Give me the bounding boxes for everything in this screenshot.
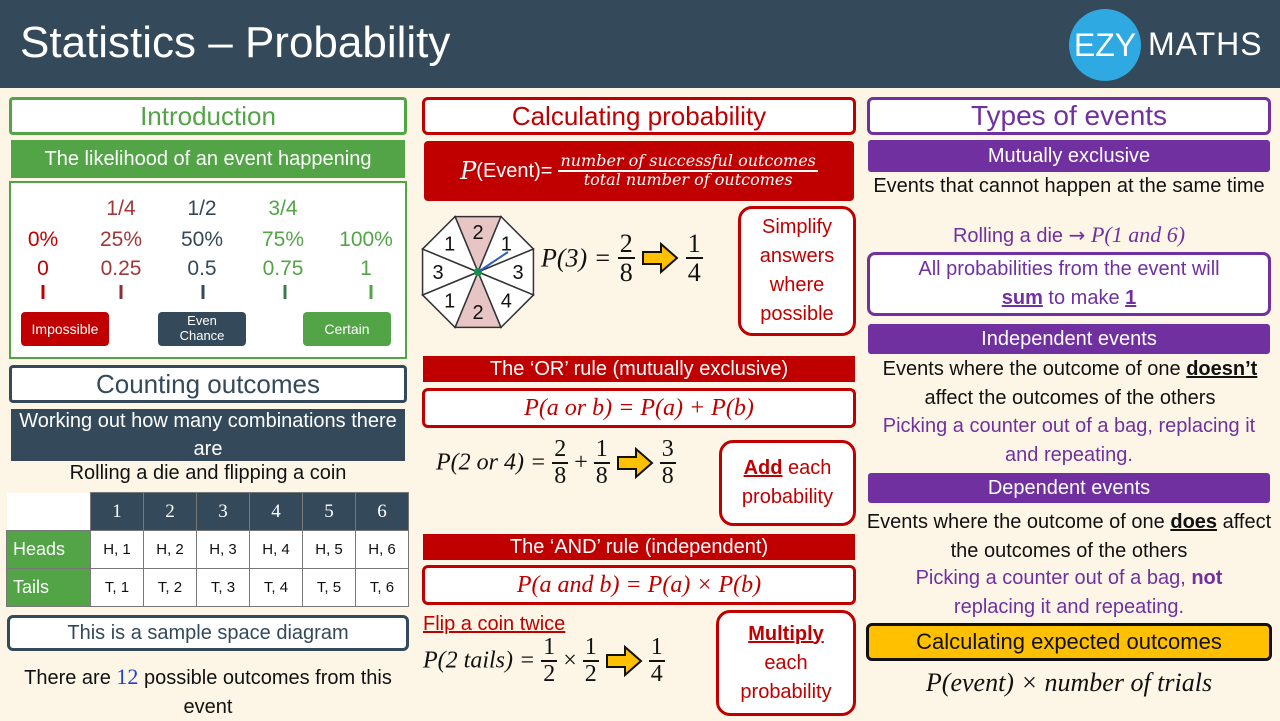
- and-rule-bar: The ‘AND’ rule (independent): [423, 534, 855, 560]
- sample-space-table: 1 2 3 4 5 6 Heads H, 1 H, 2 H, 3 H, 4 H,…: [6, 492, 409, 607]
- dependent-events-text: Events where the outcome of one does aff…: [866, 511, 1272, 562]
- or-rule-formula: P(a or b) = P(a) + P(b): [422, 388, 856, 428]
- table-corner: [6, 492, 91, 531]
- percent-25: 25%: [99, 228, 143, 251]
- spinner-number: 1: [501, 234, 512, 256]
- mutually-exclusive-example: Rolling a die → P(1 and 6): [952, 222, 1186, 247]
- spinner-number: 2: [472, 302, 483, 324]
- simplify-note: Simplify answers where possible: [738, 206, 856, 336]
- decimal-05: 0.5: [187, 257, 217, 280]
- arrow-icon: [605, 645, 643, 678]
- mutually-exclusive-bar: Mutually exclusive: [868, 140, 1270, 172]
- spinner-number: 1: [444, 234, 455, 256]
- percent-0: 0%: [27, 228, 59, 251]
- outcomes-count: 12: [116, 664, 139, 689]
- probability-number-line: [41, 285, 373, 299]
- table-cell: H, 5: [302, 530, 356, 569]
- arrow-icon: [642, 242, 679, 275]
- dependent-events-bar: Dependent events: [868, 473, 1270, 503]
- counting-outcomes-heading: Counting outcomes: [9, 365, 407, 403]
- spinner-pointer: [477, 251, 509, 273]
- certain-label: Certain: [303, 312, 391, 346]
- table-row: Tails T, 1 T, 2 T, 3 T, 4 T, 5 T, 6: [6, 568, 409, 607]
- table-col-header: 5: [302, 492, 356, 531]
- introduction-heading: Introduction: [9, 97, 407, 135]
- percent-50: 50%: [180, 228, 224, 251]
- calculating-probability-heading: Calculating probability: [422, 97, 856, 135]
- counting-outcomes-subtitle: Working out how many combinations there …: [11, 409, 405, 461]
- logo-right-text: MATHS: [1148, 26, 1263, 62]
- expected-outcomes-bar: Calculating expected outcomes: [866, 623, 1272, 661]
- independent-events-text: Events where the outcome of one doesn’t …: [882, 358, 1258, 409]
- table-cell: T, 2: [143, 568, 197, 607]
- logo-badge: EZY: [1069, 9, 1141, 81]
- spinner-number: 1: [444, 290, 455, 312]
- spinner-sector: [421, 215, 480, 274]
- formula-numerator: number of successful outcomes: [558, 151, 818, 172]
- and-rule-formula: P(a and b) = P(a) × P(b): [422, 565, 856, 605]
- expected-outcomes-formula: P(event) × number of trials: [925, 668, 1213, 697]
- fraction-three-quarters: 3/4: [268, 197, 298, 220]
- table-col-header: 3: [196, 492, 250, 531]
- flip-coin-label: Flip a coin twice: [423, 613, 566, 635]
- table-cell: T, 5: [302, 568, 356, 607]
- or-rule-bar: The ‘OR’ rule (mutually exclusive): [423, 356, 855, 382]
- spinner-number: 3: [432, 262, 443, 284]
- table-col-header: 2: [143, 492, 197, 531]
- introduction-subtitle: The likelihood of an event happening: [11, 140, 405, 178]
- table-cell: H, 4: [249, 530, 303, 569]
- table-row-label: Tails: [6, 568, 91, 607]
- decimal-0: 0: [37, 257, 49, 280]
- formula-denominator: total number of outcomes: [583, 170, 793, 189]
- mutually-exclusive-text: Events that cannot happen at the same ti…: [873, 175, 1265, 197]
- add-note: Add each probability: [719, 440, 856, 526]
- table-cell: H, 3: [196, 530, 250, 569]
- spinner-number: 3: [512, 262, 523, 284]
- independent-events-bar: Independent events: [868, 324, 1270, 354]
- percent-100: 100%: [339, 228, 393, 251]
- page-title: Statistics – Probability: [20, 18, 451, 67]
- percent-75: 75%: [261, 228, 305, 251]
- header-bar: [0, 0, 1280, 88]
- fraction-half: 1/2: [187, 197, 217, 220]
- table-cell: T, 3: [196, 568, 250, 607]
- even-chance-label: Even Chance: [158, 312, 246, 346]
- table-cell: H, 6: [355, 530, 409, 569]
- probability-formula: P (Event)= number of successful outcomes …: [424, 141, 854, 201]
- spinner-number: 2: [472, 222, 483, 244]
- arrow-icon: [616, 447, 654, 480]
- spinner-number: 4: [501, 290, 512, 312]
- table-row-label: Heads: [6, 530, 91, 569]
- decimal-025: 0.25: [100, 257, 142, 280]
- multiply-note: Multiply each probability: [716, 610, 856, 716]
- table-cell: H, 2: [143, 530, 197, 569]
- decimal-075: 0.75: [262, 257, 304, 280]
- logo-left-text: EZY: [1073, 26, 1137, 63]
- table-cell: H, 1: [90, 530, 144, 569]
- table-cell: T, 4: [249, 568, 303, 607]
- table-cell: T, 1: [90, 568, 144, 607]
- table-col-header: 1: [90, 492, 144, 531]
- impossible-label: Impossible: [21, 312, 109, 346]
- table-cell: T, 6: [355, 568, 409, 607]
- independent-events-example: Picking a counter out of a bag, replacin…: [882, 415, 1256, 466]
- decimal-1: 1: [360, 257, 372, 280]
- sample-space-caption: Rolling a die and flipping a coin: [69, 462, 347, 484]
- probability-scale-panel: 1/4 1/2 3/4 0% 25% 50% 75% 100% 0 0.25 0…: [9, 181, 407, 359]
- fraction-quarter: 1/4: [106, 197, 136, 220]
- table-col-header: 6: [355, 492, 409, 531]
- sum-to-one-box: All probabilities from the event will sum…: [867, 252, 1271, 316]
- table-col-header: 4: [249, 492, 303, 531]
- sample-space-note: This is a sample space diagram: [7, 615, 409, 651]
- types-of-events-heading: Types of events: [867, 97, 1271, 135]
- outcomes-statement: There are 12 possible outcomes from this…: [24, 664, 392, 718]
- table-row: Heads H, 1 H, 2 H, 3 H, 4 H, 5 H, 6: [6, 530, 409, 569]
- dependent-events-example: Picking a counter out of a bag, not repla…: [915, 567, 1223, 618]
